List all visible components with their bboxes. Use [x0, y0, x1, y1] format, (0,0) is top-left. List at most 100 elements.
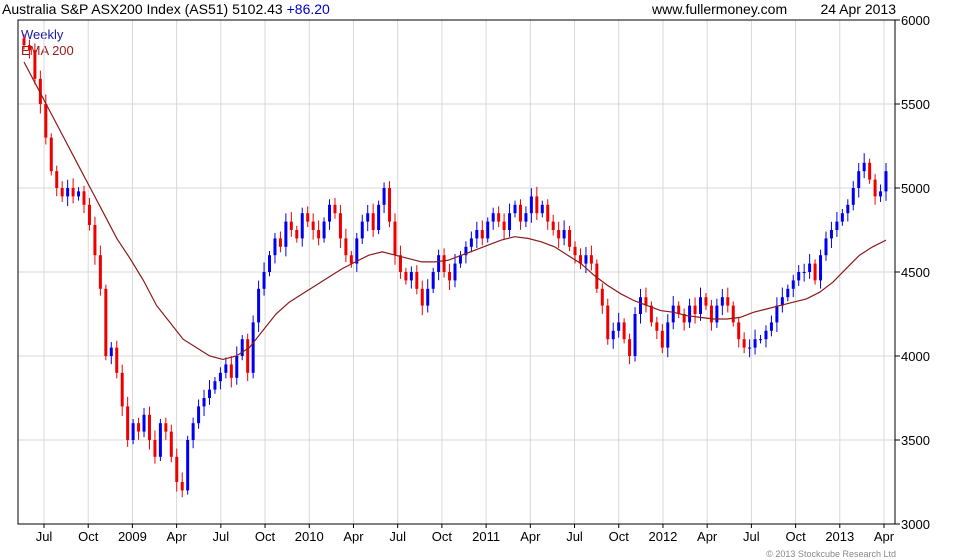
candle-body — [448, 272, 452, 281]
candle-body — [366, 213, 370, 222]
candle-body — [158, 423, 162, 457]
candle-body — [617, 322, 621, 331]
candle-body — [98, 255, 102, 289]
candle-body — [458, 255, 462, 264]
candle-body — [218, 372, 222, 382]
candle-body — [71, 188, 75, 197]
candle-body — [360, 221, 364, 239]
candle-body — [797, 272, 801, 281]
candle-body — [175, 456, 179, 482]
x-tick-label: Jul — [566, 529, 583, 544]
candle-body — [147, 414, 151, 440]
candle-body — [180, 482, 184, 491]
candle-body — [115, 347, 119, 373]
candle-body — [317, 230, 321, 239]
candle-body — [235, 356, 239, 378]
candle-body — [688, 305, 692, 323]
candle-body — [153, 440, 157, 457]
last-price: 5102.43 — [232, 1, 283, 17]
candle-body — [49, 137, 53, 172]
candle-body — [77, 191, 81, 197]
candle-body — [262, 272, 266, 289]
candle-body — [437, 255, 441, 272]
candle-body — [726, 297, 730, 306]
candle-body — [546, 204, 550, 222]
candle-body — [486, 221, 490, 239]
candle-body — [644, 297, 648, 306]
candle-body — [884, 171, 888, 192]
candle-body — [693, 305, 697, 314]
candle-body — [562, 230, 566, 239]
candle-body — [82, 191, 86, 205]
candle-body — [109, 347, 113, 356]
candle-body — [742, 339, 746, 348]
candle-body — [55, 171, 59, 188]
candle-body — [278, 238, 282, 247]
candle-body — [759, 339, 763, 341]
candle-body — [415, 272, 419, 289]
candle-body — [344, 238, 348, 256]
candle-body — [295, 230, 299, 239]
candle-body — [202, 398, 206, 407]
site-link[interactable]: www.fullermoney.com — [652, 1, 788, 17]
x-tick-label: Oct — [432, 529, 453, 544]
candle-body — [104, 288, 108, 356]
candle-body — [731, 305, 735, 323]
candle-body — [791, 280, 795, 289]
x-tick-label: 2010 — [295, 529, 324, 544]
candle-body — [529, 196, 533, 214]
candle-body — [289, 221, 293, 230]
candle-body — [600, 288, 604, 306]
candle-body — [513, 204, 517, 214]
candle-body — [557, 230, 561, 239]
candle-body — [131, 423, 135, 440]
candle-body — [393, 221, 397, 256]
candle-body — [508, 213, 512, 230]
candle-body — [377, 204, 381, 230]
candle-body — [704, 297, 708, 306]
candle-body — [840, 213, 844, 222]
candle-body — [355, 238, 359, 264]
candle-body — [382, 188, 386, 205]
candle-body — [535, 196, 539, 214]
candle-body — [27, 45, 31, 51]
candle-body — [699, 297, 703, 314]
candle-body — [638, 297, 642, 314]
candle-body — [715, 305, 719, 323]
candle-body — [655, 322, 659, 331]
candle-body — [229, 364, 233, 378]
y-tick-label: 3000 — [901, 517, 930, 532]
x-tick-label: Jul — [36, 529, 53, 544]
candle-body — [595, 263, 599, 289]
candle-body — [502, 221, 506, 230]
candle-body — [142, 414, 146, 432]
candle-body — [769, 322, 773, 331]
candle-body — [469, 238, 473, 247]
candle-body — [682, 314, 686, 323]
price-change: +86.20 — [286, 1, 330, 17]
candle-body — [268, 255, 272, 272]
candle-body — [879, 191, 883, 197]
x-tick-label: Oct — [609, 529, 630, 544]
candle-body — [824, 238, 828, 256]
candle-body — [709, 305, 713, 323]
candle-body — [349, 255, 353, 264]
candle-body — [568, 230, 572, 247]
candle-body — [404, 272, 408, 281]
x-tick-label: Jul — [389, 529, 406, 544]
x-tick-label: 2013 — [825, 529, 854, 544]
chart-title: Australia S&P ASX200 Index (AS51) 5102.4… — [2, 1, 330, 17]
candle-body — [257, 288, 261, 323]
candle-body — [60, 188, 64, 197]
candle-body — [518, 204, 522, 222]
x-tick-label: Apr — [520, 529, 541, 544]
candle-body — [540, 204, 544, 214]
candle-body — [857, 171, 861, 188]
candle-body — [426, 288, 430, 306]
candle-body — [551, 221, 555, 230]
candle-body — [475, 230, 479, 239]
candle-body — [191, 423, 195, 440]
y-tick-label: 4500 — [901, 265, 930, 280]
candle-body — [453, 263, 457, 281]
candle-body — [311, 221, 315, 230]
